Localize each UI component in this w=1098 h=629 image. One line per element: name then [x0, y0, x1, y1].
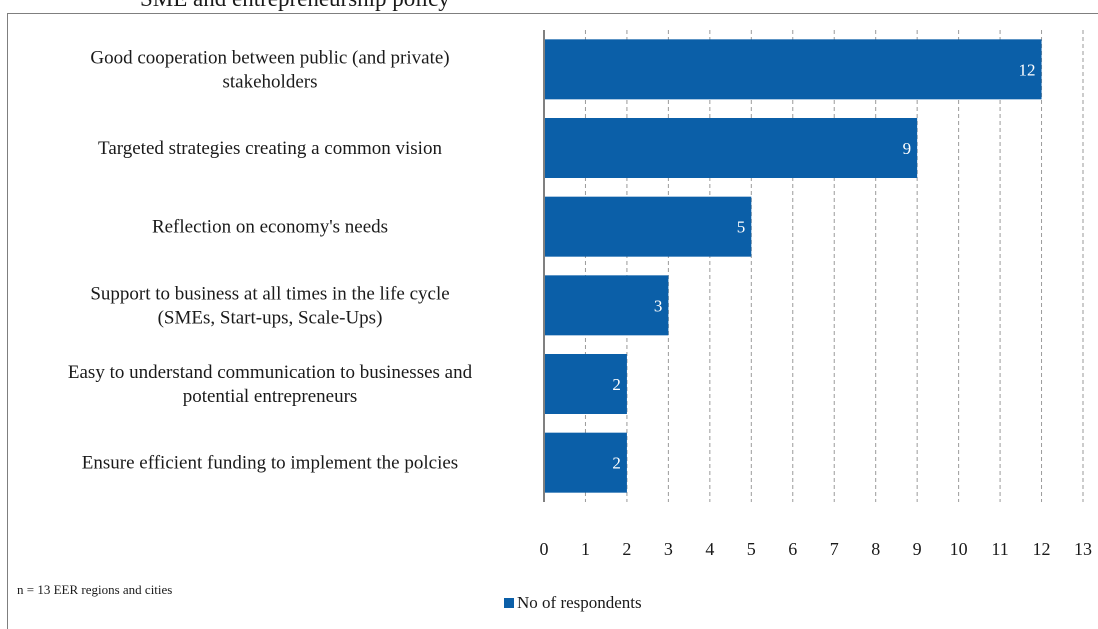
category-label: Reflection on economy's needs	[152, 217, 388, 238]
data-label: 2	[612, 454, 621, 473]
legend-swatch	[504, 598, 514, 608]
grid-lines	[584, 30, 1084, 502]
chart-title: SME and entrepreneurship policy	[140, 0, 450, 12]
category-label: Support to business at all times in the …	[90, 283, 449, 328]
x-tick-label: 1	[581, 539, 590, 559]
footnote: n = 13 EER regions and cities	[17, 582, 173, 597]
x-tick-label: 8	[871, 539, 880, 559]
category-labels: Good cooperation between public (and pri…	[68, 47, 473, 473]
category-label: Ensure efficient funding to implement th…	[82, 453, 458, 474]
x-tick-label: 3	[664, 539, 673, 559]
x-tick-label: 13	[1074, 539, 1092, 559]
bar	[544, 196, 752, 257]
data-label: 9	[903, 139, 912, 158]
x-tick-label: 11	[991, 539, 1008, 559]
category-label: Easy to understand communication to busi…	[68, 362, 473, 407]
x-tick-label: 6	[788, 539, 797, 559]
bars: 12 9 5 3 2 2	[544, 39, 1042, 493]
data-label: 3	[654, 296, 663, 315]
x-tick-label: 0	[540, 539, 549, 559]
x-tick-label: 9	[913, 539, 922, 559]
x-tick-labels: 0 1 2 3 4 5 6 7 8 9 10 11 12 13	[540, 539, 1093, 559]
data-label: 2	[612, 375, 621, 394]
category-label: Good cooperation between public (and pri…	[90, 47, 449, 92]
x-tick-label: 10	[950, 539, 968, 559]
chart-frame	[7, 13, 1098, 629]
x-tick-label: 2	[622, 539, 631, 559]
bar	[544, 275, 669, 336]
bar	[544, 118, 918, 178]
bar	[544, 354, 627, 414]
x-tick-label: 5	[747, 539, 756, 559]
bar	[544, 432, 627, 493]
x-tick-label: 12	[1033, 539, 1051, 559]
legend-label: No of respondents	[517, 593, 642, 612]
legend: No of respondents	[504, 593, 642, 613]
data-label: 12	[1019, 60, 1036, 79]
category-label: Targeted strategies creating a common vi…	[98, 138, 442, 159]
bar	[544, 39, 1042, 100]
x-tick-label: 7	[830, 539, 839, 559]
x-tick-label: 4	[705, 539, 714, 559]
data-label: 5	[737, 218, 746, 237]
